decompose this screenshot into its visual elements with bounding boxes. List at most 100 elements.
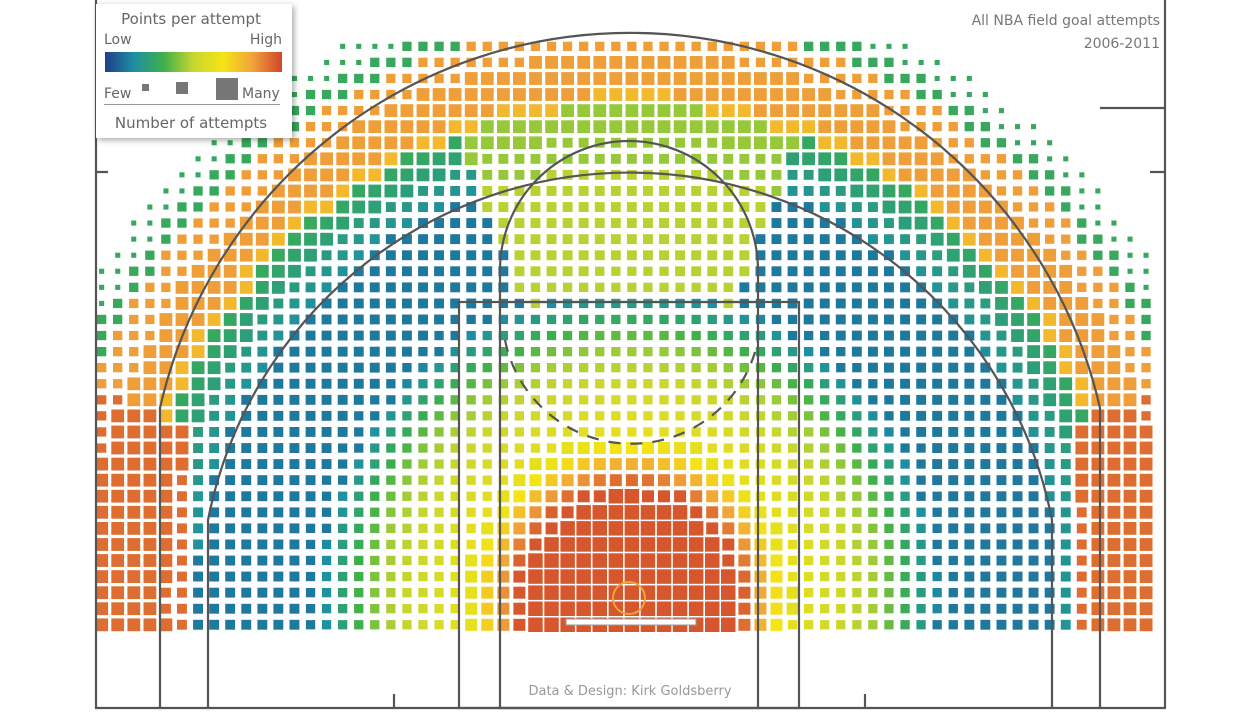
shot-bin [1079, 172, 1085, 178]
shot-bin [594, 137, 605, 148]
shot-bin [386, 555, 396, 566]
shot-bin [884, 523, 894, 533]
shot-bin [450, 347, 460, 357]
shot-bin [544, 553, 559, 568]
shot-bin [159, 522, 173, 535]
shot-bin [608, 537, 624, 552]
shot-bin [386, 475, 396, 485]
shot-bin [1123, 377, 1137, 391]
shot-bin [1015, 124, 1021, 130]
shot-bin [466, 266, 477, 277]
shot-bin [482, 298, 492, 309]
shot-bin [273, 491, 284, 502]
shot-bin [255, 264, 269, 278]
shot-bin [562, 153, 573, 164]
shot-bin [964, 298, 975, 309]
shot-bin [209, 523, 220, 534]
shot-bin [545, 88, 558, 101]
shot-bin [1028, 443, 1039, 453]
shot-bin [177, 587, 187, 598]
shot-bin [1125, 347, 1135, 357]
shot-bin [611, 282, 621, 292]
shot-bin [1091, 425, 1105, 439]
shot-bin [705, 553, 720, 568]
shot-bin [721, 136, 735, 150]
shot-bin [932, 362, 943, 373]
shot-bin [755, 250, 766, 261]
shot-bin [1139, 441, 1153, 455]
shot-bin [980, 346, 991, 357]
shot-bin [352, 152, 366, 166]
shot-bin [706, 522, 719, 535]
shot-bin [1095, 204, 1101, 210]
shot-bin [241, 491, 252, 502]
shot-bin [195, 156, 201, 162]
shot-bin [1028, 378, 1039, 389]
shot-bin [385, 298, 396, 309]
shot-bin [272, 232, 285, 246]
shot-bin [514, 266, 525, 277]
shot-bin [211, 140, 217, 146]
shot-bin [321, 250, 332, 261]
shot-bin [209, 170, 219, 180]
shot-bin [482, 330, 492, 341]
shot-bin [643, 202, 653, 212]
shot-bin [948, 571, 958, 582]
shot-bin [739, 459, 749, 469]
shot-bin [610, 234, 621, 245]
shot-bin [962, 200, 976, 214]
shot-bin [900, 459, 910, 469]
shot-bin [530, 379, 541, 389]
shot-bin [546, 153, 557, 164]
shot-bin [354, 459, 364, 469]
shot-bin [209, 202, 219, 212]
shot-bin [1111, 236, 1117, 242]
shot-bin [175, 281, 189, 294]
shot-bin [1028, 475, 1039, 486]
shot-bin [273, 619, 284, 630]
shot-bin [545, 72, 558, 85]
shot-bin [930, 184, 944, 198]
shot-bin [640, 601, 656, 616]
shot-bin [466, 379, 476, 389]
shot-bin [434, 539, 444, 550]
shot-bin [610, 202, 621, 212]
shot-bin [1091, 441, 1105, 455]
shot-bin [836, 411, 846, 421]
shot-bin [738, 136, 751, 150]
shot-bin [706, 474, 719, 487]
shot-bin [868, 395, 878, 405]
shot-bin [818, 136, 832, 150]
shot-bin [241, 619, 252, 630]
shot-bin [466, 427, 476, 437]
shot-bin [850, 152, 864, 166]
shot-bin [643, 41, 653, 51]
shot-bin [882, 200, 896, 214]
shot-bin [481, 538, 494, 551]
shot-bin [771, 395, 782, 405]
shot-bin [884, 443, 894, 453]
shot-bin [546, 347, 557, 357]
shot-bin [1076, 507, 1087, 518]
shot-bin [723, 314, 733, 325]
shot-bin [482, 443, 492, 453]
shot-bin [127, 538, 141, 551]
shot-bin [432, 152, 446, 166]
shot-bin [161, 282, 171, 292]
shot-bin [193, 491, 203, 502]
shot-bin [804, 555, 814, 566]
shot-bin [643, 347, 653, 357]
chart-title: All NBA field goal attempts [971, 13, 1160, 29]
shot-bin [159, 425, 173, 439]
shot-bin [691, 202, 702, 212]
shot-bin [369, 378, 380, 389]
shot-bin [113, 395, 123, 405]
shot-bin [257, 555, 268, 566]
shot-bin [225, 459, 236, 469]
shot-bin [418, 443, 428, 453]
shot-bin [868, 202, 878, 212]
shot-bin [418, 282, 428, 293]
shot-bin [1107, 586, 1121, 600]
shot-bin [127, 554, 141, 567]
shot-bin [804, 475, 814, 485]
